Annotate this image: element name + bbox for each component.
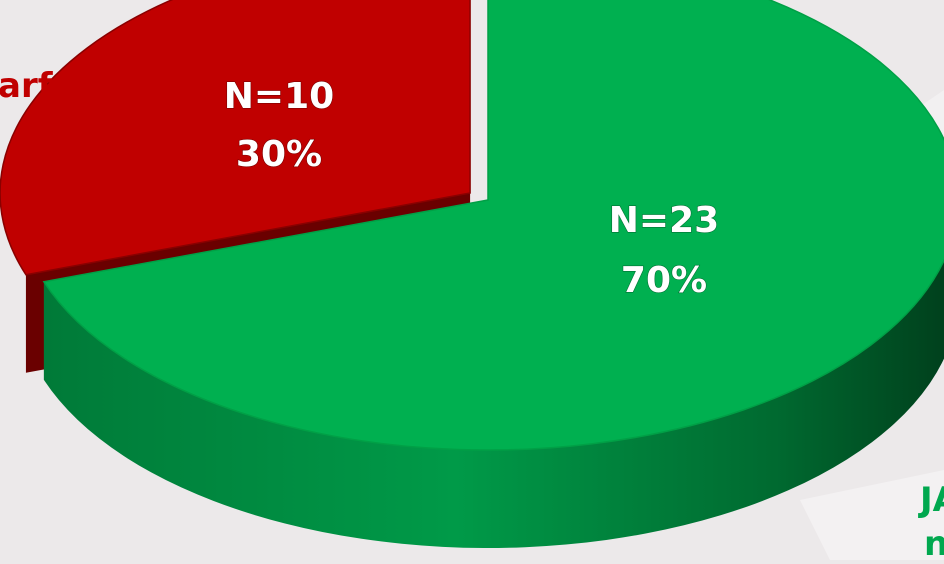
pie-slice: [0, 0, 471, 276]
category-label: JA: [920, 480, 944, 520]
category-label: n: [924, 524, 944, 564]
bg-shape: [800, 470, 944, 560]
pie-slice-side: [43, 260, 944, 548]
slice-label-percent: 70%: [621, 260, 707, 301]
slice-label-n: N=23: [609, 200, 719, 241]
category-label: arf: [0, 66, 53, 106]
slice-label-n: N=10: [224, 76, 334, 117]
slice-label-percent: 30%: [236, 134, 322, 175]
pie-slice: [42, 0, 944, 451]
